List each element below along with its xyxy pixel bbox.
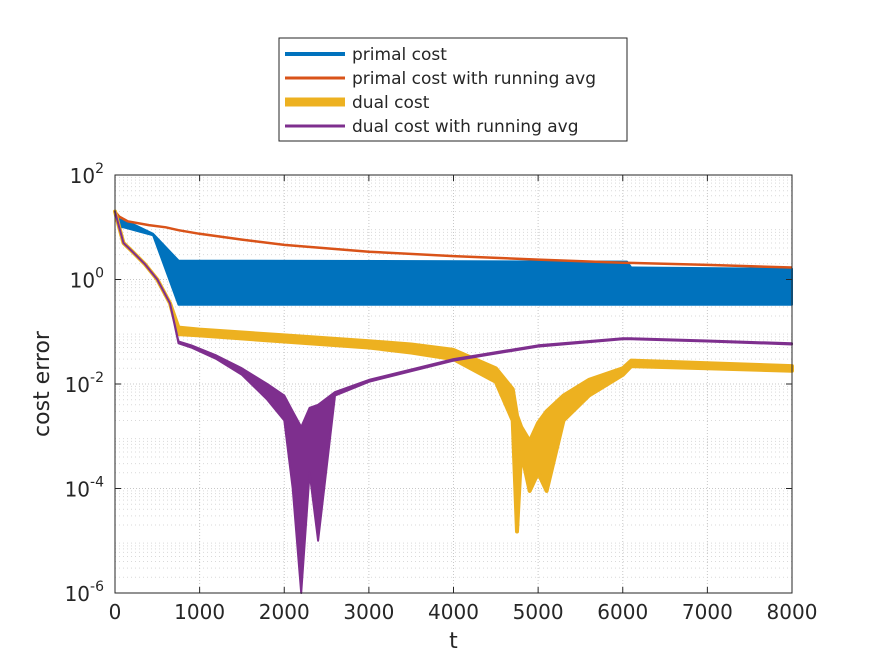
legend-label: primal cost — [352, 45, 447, 65]
x-tick-label: 3000 — [343, 600, 394, 624]
legend: primal cost primal cost with running avg d… — [278, 37, 628, 142]
x-tick-label: 0 — [109, 600, 122, 624]
legend-label: primal cost with running avg — [352, 69, 596, 89]
series-2 — [114, 210, 793, 269]
x-tick-label: 8000 — [767, 600, 818, 624]
y-tick-label: 100 — [70, 266, 104, 293]
x-tick-label: 4000 — [428, 600, 479, 624]
legend-label: dual cost with running avg — [352, 117, 579, 137]
y-tick-label: 10-4 — [65, 475, 105, 502]
y-ticks: 10-6 10-4 10-2 100 102 — [65, 161, 792, 606]
legend-label: dual cost — [352, 93, 430, 113]
x-tick-label: 6000 — [597, 600, 648, 624]
x-axis-label: t — [449, 629, 458, 654]
x-tick-label: 5000 — [513, 600, 564, 624]
y-tick-label: 10-6 — [65, 579, 105, 606]
plot-area — [115, 175, 792, 593]
y-axis-label: cost error — [30, 330, 55, 437]
series-line — [114, 210, 793, 269]
y-tick-label: 10-2 — [65, 370, 104, 397]
x-ticks: 0 1000 2000 3000 4000 5000 6000 7000 8000 — [109, 175, 818, 624]
x-tick-label: 1000 — [174, 600, 225, 624]
x-tick-label: 7000 — [682, 600, 733, 624]
x-tick-label: 2000 — [259, 600, 310, 624]
y-tick-label: 102 — [70, 161, 104, 188]
